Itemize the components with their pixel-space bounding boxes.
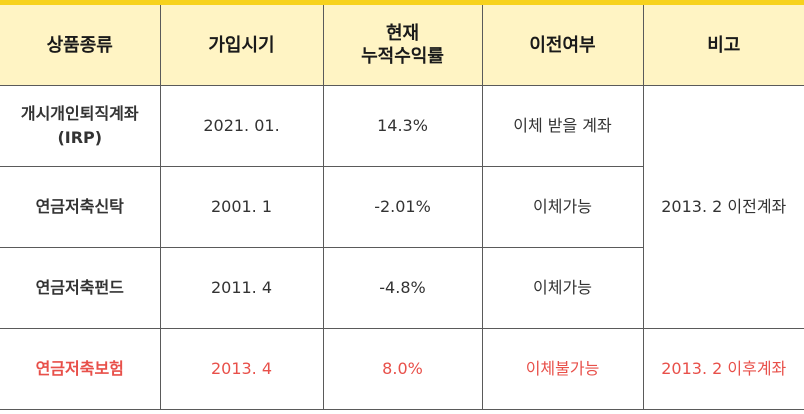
product-name-cell: 연금저축펀드 [0, 247, 161, 329]
return-cell: 8.0% [322, 328, 483, 410]
table-row: 연금저축신탁 2001. 1 -2.01% 이체가능 [0, 166, 804, 248]
table-row: 개시개인퇴직계좌 (IRP) 2021. 01. 14.3% 이체 받을 계좌 … [0, 85, 804, 329]
table-row-highlighted: 연금저축보험 2013. 4 8.0% 이체불가능 2013. 2 이후계좌 [0, 328, 804, 410]
header-transfer-status: 이전여부 [481, 5, 644, 86]
product-name-line1: 개시개인퇴직계좌 [20, 104, 139, 123]
return-cell: -4.8% [322, 247, 483, 329]
join-date-cell: 2011. 4 [159, 247, 324, 329]
product-name-cell: 연금저축신탁 [0, 166, 161, 248]
return-cell: 14.3% [322, 85, 483, 167]
transfer-cell: 이체 받을 계좌 [481, 85, 644, 167]
transfer-cell: 이체가능 [481, 166, 643, 248]
join-date-cell: 2013. 4 [159, 328, 324, 410]
table-header-row: 상품종류 가입시기 현재 누적수익률 이전여부 비고 [0, 5, 804, 86]
header-cumulative-return: 현재 누적수익률 [322, 5, 483, 86]
accent-bar [0, 0, 804, 5]
merged-note-cell: 2013. 2 이전계좌 [642, 85, 804, 329]
join-date-cell: 2001. 1 [159, 166, 324, 248]
pension-table: 상품종류 가입시기 현재 누적수익률 이전여부 비고 개시개인퇴직계좌 (IRP… [0, 5, 804, 410]
header-note: 비고 [642, 5, 804, 86]
note-cell: 2013. 2 이후계좌 [642, 328, 804, 410]
table-row: 연금저축펀드 2011. 4 -4.8% 이체가능 [0, 247, 804, 329]
header-return-line2: 누적수익률 [361, 46, 444, 67]
product-name-cell: 연금저축보험 [0, 328, 161, 410]
header-product-type: 상품종류 [0, 5, 161, 86]
header-join-date: 가입시기 [159, 5, 324, 86]
transfer-cell: 이체가능 [481, 247, 643, 329]
header-return-line1: 현재 [385, 23, 420, 44]
transfer-cell: 이체불가능 [481, 328, 644, 410]
product-name-line2: (IRP) [57, 128, 103, 147]
return-cell: -2.01% [322, 166, 483, 248]
product-name-cell: 개시개인퇴직계좌 (IRP) [0, 85, 161, 167]
join-date-cell: 2021. 01. [159, 85, 324, 167]
